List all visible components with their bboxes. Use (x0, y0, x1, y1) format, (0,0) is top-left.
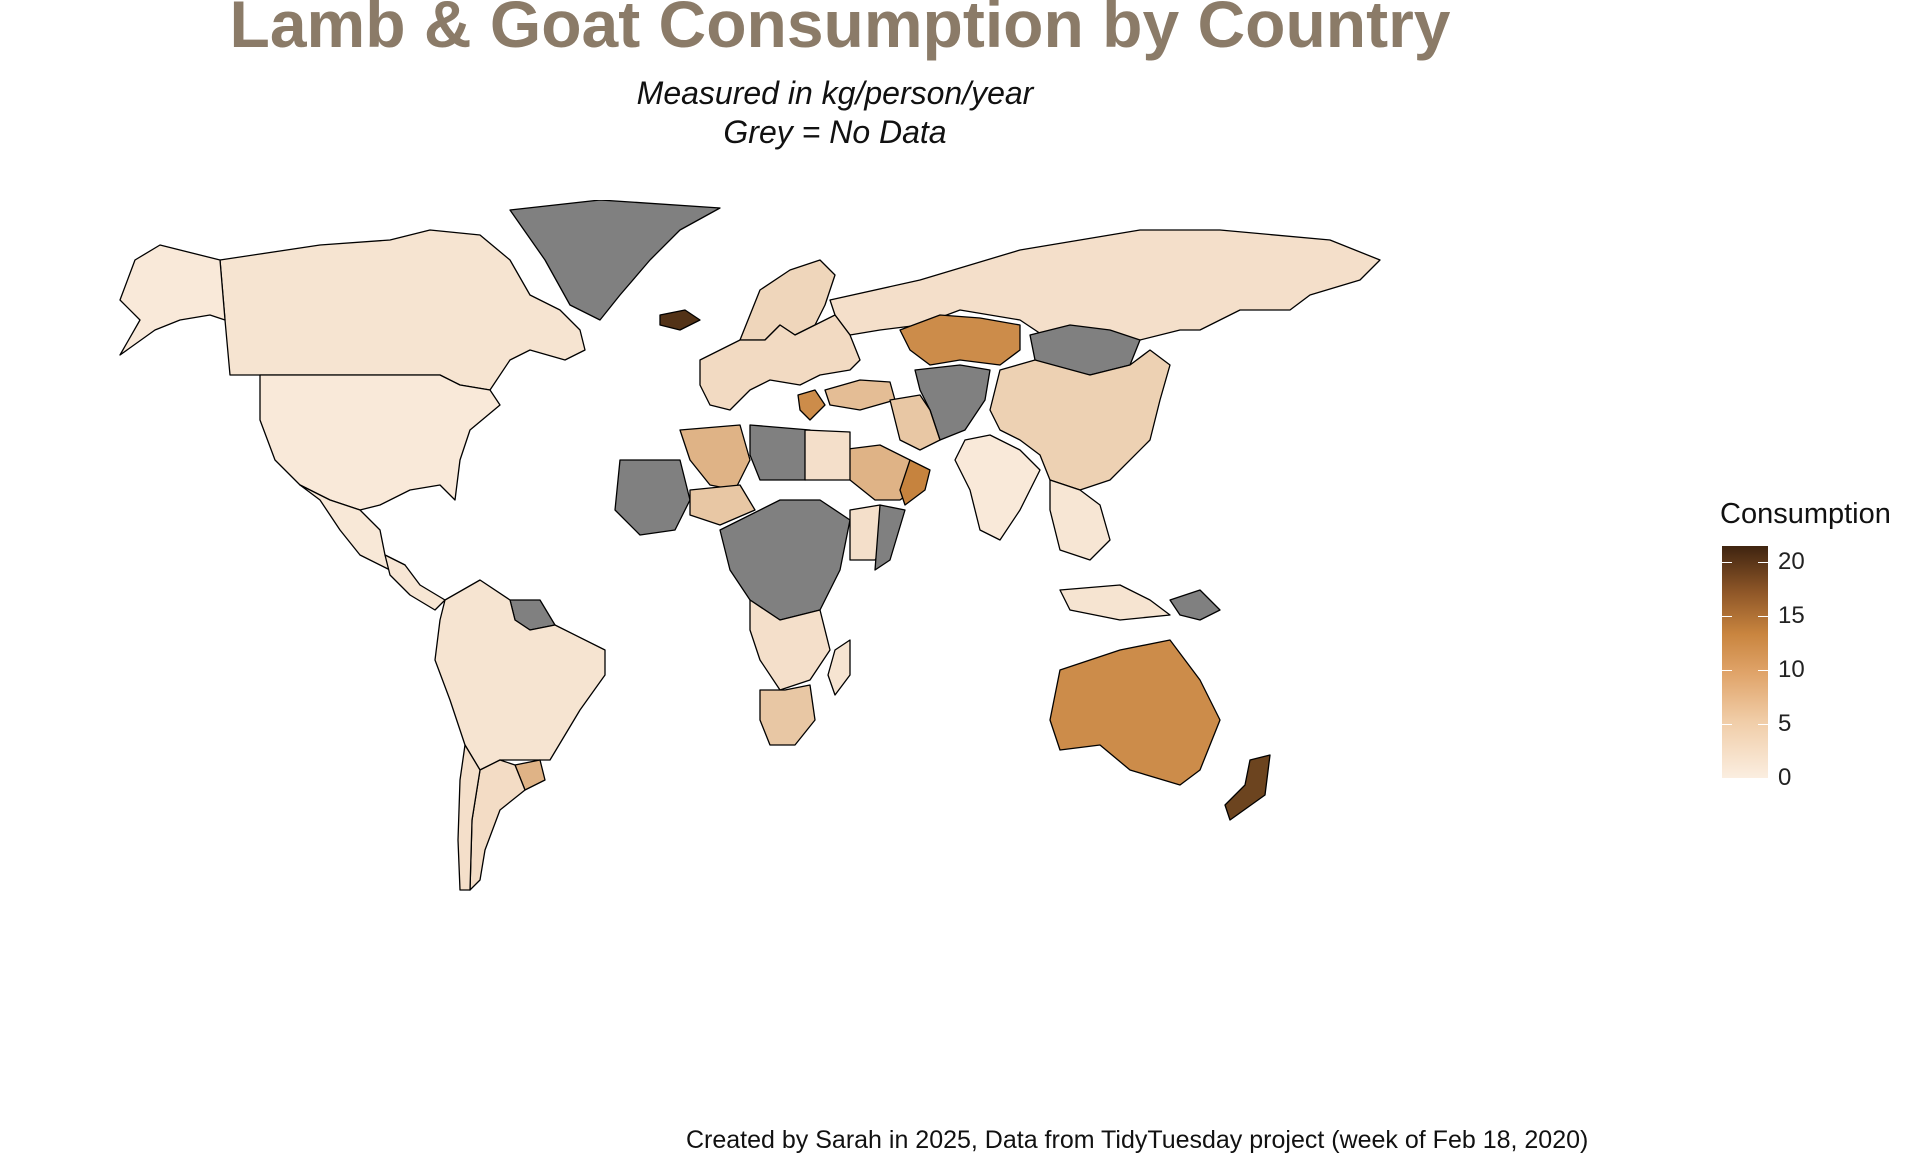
country-egypt (804, 429, 851, 481)
country-libya (749, 424, 811, 481)
legend-tick-label: 0 (1778, 764, 1792, 791)
country-russia (829, 229, 1381, 346)
country-greece (797, 389, 826, 421)
country-algeria (679, 424, 751, 491)
world-map-svg (119, 199, 1381, 891)
legend-tick-label: 15 (1778, 602, 1805, 630)
legend-colorbar (1722, 546, 1768, 778)
legend-tick-label: 5 (1778, 710, 1792, 738)
country-india (954, 434, 1041, 541)
country-central-america (384, 554, 446, 611)
country-southeast-asia (1049, 479, 1111, 561)
country-china (989, 349, 1171, 491)
map-title: Lamb & Goat Consumption by Country (229, 0, 1451, 61)
country-south-africa (759, 684, 816, 746)
legend-tick-label: 20 (1778, 548, 1805, 576)
country-southern-africa (749, 599, 831, 691)
legend-tick-mark (1722, 670, 1732, 672)
country-iceland (659, 309, 701, 331)
country-turkey (824, 379, 896, 411)
legend-tick-mark (1758, 724, 1768, 726)
legend-tick-mark (1758, 616, 1768, 618)
legend-tick-label: 10 (1778, 656, 1805, 684)
caption: Created by Sarah in 2025, Data from Tidy… (686, 1126, 1589, 1154)
legend-tick-mark (1722, 616, 1732, 618)
legend-tick-mark (1722, 724, 1732, 726)
country-usa (259, 374, 501, 511)
country-new-zealand (1224, 754, 1271, 821)
country-chile (457, 744, 481, 891)
country-west-africa (614, 459, 691, 536)
country-alaska (119, 244, 226, 356)
country-australia (1049, 639, 1221, 786)
legend-title: Consumption (1720, 498, 1891, 530)
legend-tick-mark (1722, 778, 1732, 779)
country-indonesia (1059, 584, 1171, 621)
country-niger (689, 484, 756, 526)
country-canada (219, 229, 586, 391)
country-papua-new-guinea (1169, 589, 1221, 621)
legend-tick-mark (1758, 670, 1768, 672)
country-iran (889, 394, 941, 451)
country-south-america (434, 579, 606, 771)
country-oman (899, 459, 931, 506)
country-europe (699, 314, 861, 411)
country-central-africa (719, 499, 851, 621)
legend: Consumption 0 5 10 15 20 (1720, 498, 1910, 798)
country-kazakhstan (899, 314, 1021, 366)
map-subtitle: Measured in kg/person/year Grey = No Dat… (0, 74, 1670, 152)
country-greenland (509, 199, 721, 321)
world-map (60, 199, 1620, 1080)
country-somalia (874, 504, 906, 571)
subtitle-line-units: Measured in kg/person/year (636, 75, 1034, 111)
country-madagascar (827, 639, 851, 696)
legend-tick-mark (1758, 778, 1768, 779)
legend-tick-mark (1758, 562, 1768, 564)
legend-tick-mark (1722, 562, 1732, 564)
subtitle-line-no-data: Grey = No Data (723, 114, 947, 150)
